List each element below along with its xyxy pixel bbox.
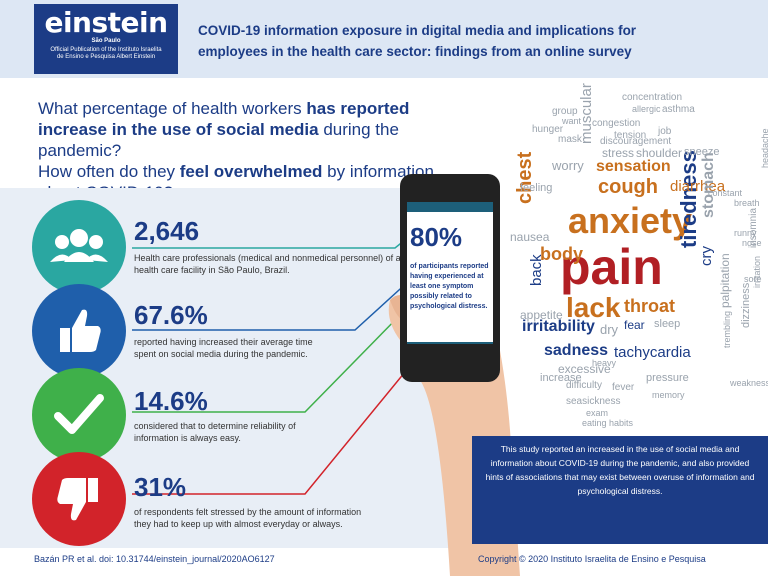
word-cloud-word: congestion [592,118,641,129]
word-cloud-word: sadness [544,342,609,359]
connector-line-4 [132,371,406,495]
word-cloud-word: mask [558,134,582,145]
stat-value-social-media: 67.6% [134,300,208,330]
word-cloud-word: fever [612,382,635,393]
word-cloud-word: shoulder [636,146,683,160]
word-cloud-word: worry [552,158,584,173]
checkmark-icon-circle [32,368,126,462]
page-title-line2: employees in the health care sector: fin… [198,44,632,59]
word-cloud-word: throat [624,296,675,316]
thumbs-up-icon [60,309,101,352]
word-cloud-word: memory [652,390,685,400]
logo-publication: Official Publication of the Instituto Is… [34,47,178,61]
logo-wordmark: einstein [44,6,168,39]
word-cloud-word: weakness [730,378,768,388]
thumbs-down-icon-circle [32,452,126,546]
word-cloud-word: sleep [654,318,681,330]
word-cloud-word: eating habits [582,418,634,428]
einstein-logo: einstein São Paulo Official Publication … [34,4,178,74]
stat-desc-social-media: reported having increased their average … [134,337,313,359]
word-cloud-word: concentration [622,92,683,103]
word-cloud-word: exam [586,408,609,418]
stat-desc-stressed: of respondents felt stressed by the amou… [134,507,362,529]
word-cloud-word: nausea [510,230,550,244]
word-cloud-word: breath [734,198,760,208]
word-cloud-word: body [540,244,583,264]
phone-screen-card [407,212,493,342]
header-banner: einstein São Paulo Official Publication … [0,0,768,78]
page-title: COVID-19 information exposure in digital… [198,20,758,62]
study-summary-box: This study reported an increased in the … [472,436,768,544]
connector-line-2 [132,279,411,331]
word-cloud-word: diarrhea [670,178,726,195]
word-cloud-word: constant [708,188,743,198]
word-cloud-word: asthma [662,104,695,115]
word-cloud-word: tension [614,130,647,141]
word-cloud-word: sneeze [684,146,720,158]
word-cloud-word: fear [624,318,645,332]
word-cloud-word: excessive [558,362,611,376]
word-cloud-word: nose [742,238,762,248]
word-cloud-word: hunger [532,124,564,135]
word-cloud-word: lack [566,292,621,323]
people-icon [50,229,108,262]
stat-value-participants: 2,646 [134,216,200,246]
word-cloud-word: discouragement [600,136,672,147]
word-cloud-word: group [552,106,578,117]
word-cloud-word: sensation [596,158,671,175]
logo-publication-line2: de Ensino e Pesquisa Albert Einstein [56,54,156,60]
word-cloud-word: appetite [520,308,563,322]
word-cloud-word: heavy [592,358,617,368]
connector-line-3 [132,309,406,413]
question-part1-end: during the pandemic? [38,120,399,160]
word-cloud-word: want [562,116,582,126]
page-title-line1: COVID-19 information exposure in digital… [198,23,637,38]
thumbs-down-icon [57,478,98,521]
logo-publication-line1: Official Publication of the Instituto Is… [50,47,162,53]
stat-value-reliability: 14.6% [134,386,208,416]
stat-desc-reliability: considered that to determine reliability… [134,421,296,443]
word-cloud-word: runny [734,228,757,238]
word-cloud-word: pain [560,239,663,295]
phone-stat-value: 80% [410,222,463,252]
word-cloud-word: increase [540,372,582,384]
copyright: Copyright © 2020 Instituto Israelita de … [478,554,706,564]
word-cloud-word: job [658,126,672,137]
word-cloud-word: dry [600,322,619,337]
word-cloud-word: allergic [632,104,661,114]
word-cloud-word: irritability [522,318,595,335]
thumbs-up-icon-circle [32,284,126,378]
study-summary-text: This study reported an increased in the … [485,444,755,496]
checkmark-icon [54,394,104,434]
question-part1: What percentage of health workers [38,99,307,118]
word-cloud-word: feeling [520,182,553,194]
citation: Bazán PR et al. doi: 10.31744/einstein_j… [34,554,275,564]
word-cloud-word: tachycardia [614,344,691,361]
question-part2-bold: feel overwhelmed [179,162,323,181]
word-cloud-word: difficulty [566,380,602,391]
word-cloud-word: sore [744,274,762,284]
stat-desc-participants: Health care professionals (medical and n… [134,253,426,275]
word-cloud-word: seasickness [566,396,621,407]
word-cloud-word: cough [598,176,658,198]
word-cloud-word: anxiety [568,200,693,241]
word-cloud-word: stress [602,146,635,160]
question-part2: How often do they [38,162,180,181]
word-cloud-word: pressure [646,372,689,384]
phone-stat-text: of participants reported having experien… [410,263,489,310]
logo-city: São Paulo [91,38,121,44]
people-icon-circle [32,200,126,294]
stat-value-stressed: 31% [134,472,187,502]
question-part1-bold: has reported increase in the use of soci… [38,99,410,139]
